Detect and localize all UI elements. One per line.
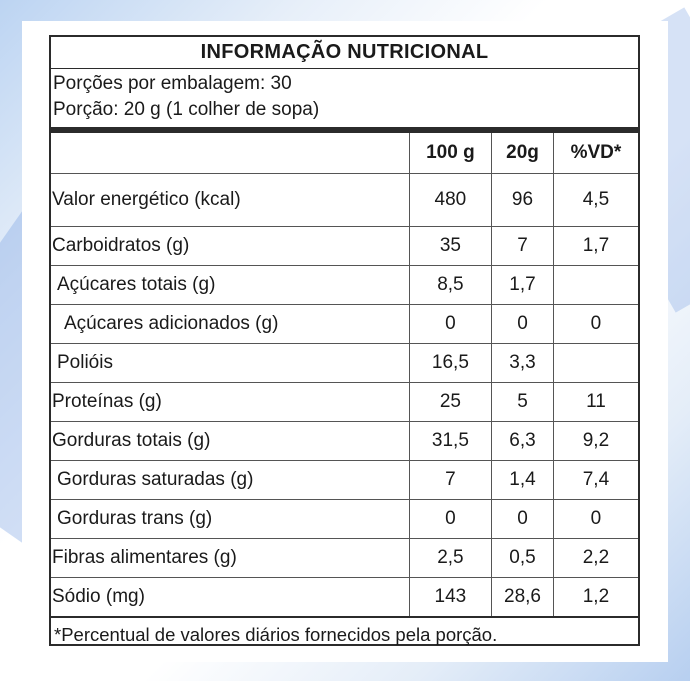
nutrient-name: Proteínas (g) [51,382,410,422]
thick-divider [51,127,638,133]
nutrition-table: 100 g 20g %VD* Valor energético (kcal) 4… [51,133,638,616]
value-per-serving: 3,3 [491,343,554,383]
label-title: INFORMAÇÃO NUTRICIONAL [51,37,638,69]
value-per-100g: 2,5 [408,538,492,578]
serving-size: Porção: 20 g (1 colher de sopa) [53,99,320,120]
value-daily-value [552,265,638,305]
value-per-100g: 31,5 [408,421,492,461]
value-daily-value: 0 [552,304,638,344]
table-row: Carboidratos (g) 35 7 1,7 [51,226,638,266]
label-card: INFORMAÇÃO NUTRICIONAL Porções por embal… [22,21,668,662]
nutrient-name: Açúcares totais (g) [51,265,410,305]
nutrition-facts-label: INFORMAÇÃO NUTRICIONAL Porções por embal… [49,35,640,646]
nutrient-name: Polióis [51,343,410,383]
value-per-serving: 0 [491,304,554,344]
header-per-serving: 20g [491,133,554,174]
value-daily-value: 4,5 [552,173,638,227]
value-daily-value: 2,2 [552,538,638,578]
table-row: Gorduras saturadas (g) 7 1,4 7,4 [51,460,638,500]
nutrient-name: Açúcares adicionados (g) [51,304,410,344]
value-per-100g: 7 [408,460,492,500]
value-per-serving: 0,5 [491,538,554,578]
serving-info: Porções por embalagem: 30 Porção: 20 g (… [51,69,638,127]
table-row: Açúcares totais (g) 8,5 1,7 [51,265,638,305]
header-per-100g: 100 g [408,133,492,174]
value-per-serving: 5 [491,382,554,422]
nutrient-name: Gorduras saturadas (g) [51,460,410,500]
value-per-100g: 143 [408,577,492,616]
value-daily-value: 1,2 [552,577,638,616]
table-row: Proteínas (g) 25 5 11 [51,382,638,422]
table-row: Valor energético (kcal) 480 96 4,5 [51,173,638,227]
value-per-100g: 16,5 [408,343,492,383]
value-per-100g: 35 [408,226,492,266]
value-per-serving: 7 [491,226,554,266]
header-daily-value: %VD* [552,133,638,174]
value-per-serving: 1,4 [491,460,554,500]
value-daily-value [552,343,638,383]
value-per-serving: 96 [491,173,554,227]
value-per-100g: 0 [408,304,492,344]
nutrient-name: Gorduras trans (g) [51,499,410,539]
table-row: Açúcares adicionados (g) 0 0 0 [51,304,638,344]
nutrient-name: Gorduras totais (g) [51,421,410,461]
table-row: Sódio (mg) 143 28,6 1,2 [51,577,638,616]
value-daily-value: 9,2 [552,421,638,461]
value-per-100g: 25 [408,382,492,422]
nutrient-name: Fibras alimentares (g) [51,538,410,578]
value-per-serving: 1,7 [491,265,554,305]
value-per-100g: 8,5 [408,265,492,305]
header-nutrient [51,133,409,174]
value-per-100g: 480 [408,173,492,227]
footnote: *Percentual de valores diários fornecido… [51,616,638,652]
table-header-row: 100 g 20g %VD* [51,133,638,174]
nutrient-name: Valor energético (kcal) [51,173,410,227]
table-row: Polióis 16,5 3,3 [51,343,638,383]
table-row: Fibras alimentares (g) 2,5 0,5 2,2 [51,538,638,578]
servings-per-package: Porções por embalagem: 30 [53,73,292,94]
value-daily-value: 0 [552,499,638,539]
value-daily-value: 1,7 [552,226,638,266]
nutrient-name: Carboidratos (g) [51,226,410,266]
table-row: Gorduras totais (g) 31,5 6,3 9,2 [51,421,638,461]
table-row: Gorduras trans (g) 0 0 0 [51,499,638,539]
nutrient-name: Sódio (mg) [51,577,410,616]
value-daily-value: 7,4 [552,460,638,500]
value-daily-value: 11 [552,382,638,422]
value-per-serving: 28,6 [491,577,554,616]
value-per-serving: 6,3 [491,421,554,461]
value-per-serving: 0 [491,499,554,539]
value-per-100g: 0 [408,499,492,539]
